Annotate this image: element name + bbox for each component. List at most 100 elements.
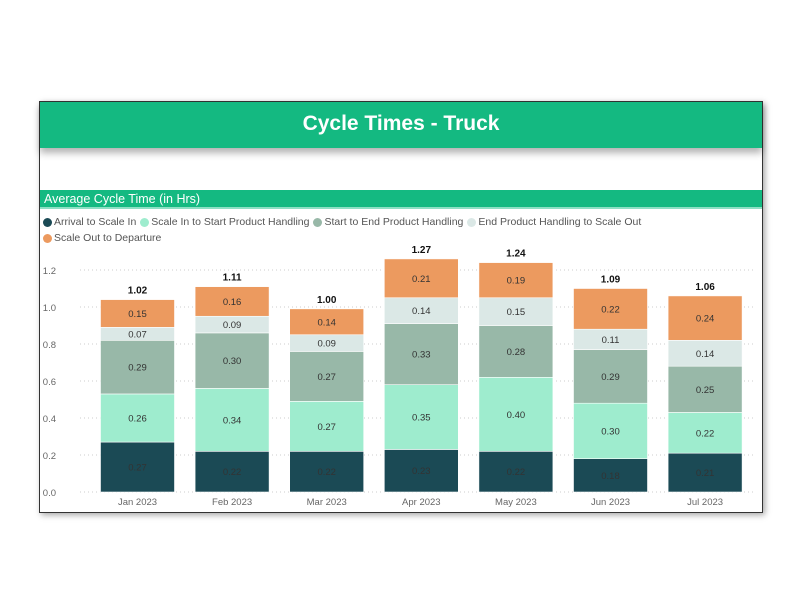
data-label: 0.25 — [696, 385, 715, 396]
data-label: 0.29 — [601, 372, 620, 383]
x-tick-label: Jun 2023 — [591, 497, 630, 508]
data-label: 0.34 — [223, 415, 242, 426]
data-label: 0.21 — [696, 468, 715, 479]
legend-label: End Product Handling to Scale Out — [478, 216, 642, 228]
bar-segment — [667, 412, 743, 454]
legend-item[interactable]: Scale In to Start Product Handling — [140, 216, 309, 228]
bar-segment — [478, 450, 554, 493]
data-label: 0.14 — [412, 306, 431, 317]
data-label: 0.16 — [223, 297, 242, 308]
x-tick-label: Feb 2023 — [212, 497, 252, 508]
bar-segment — [194, 286, 270, 317]
x-tick-label: Apr 2023 — [402, 497, 441, 508]
data-label: 0.30 — [223, 356, 242, 367]
bar-segment — [194, 450, 270, 493]
legend-dot-icon — [43, 233, 52, 243]
y-tick-label: 0.8 — [43, 340, 56, 351]
bar-segment — [383, 323, 459, 385]
bar-segment — [667, 365, 743, 413]
data-label: 0.15 — [507, 307, 526, 318]
x-tick-label: Jul 2023 — [687, 497, 723, 508]
bar-segment — [100, 339, 175, 395]
data-label: 0.22 — [696, 428, 715, 439]
x-tick-label: May 2023 — [495, 497, 537, 508]
data-label: 0.07 — [128, 329, 147, 340]
bar-segment — [478, 376, 554, 452]
y-tick-label: 0.0 — [43, 488, 56, 499]
data-label: 0.15 — [128, 309, 147, 320]
legend-item[interactable]: End Product Handling to Scale Out — [467, 216, 641, 228]
legend-label: Scale In to Start Product Handling — [151, 216, 310, 228]
bar-segment — [478, 325, 554, 378]
data-label: 0.22 — [601, 304, 620, 315]
total-label: 1.27 — [412, 245, 432, 256]
legend-item[interactable]: Scale Out to Departure — [43, 232, 161, 244]
chart-legend: Arrival to Scale In Scale In to Start Pro… — [43, 216, 759, 244]
data-label: 0.09 — [223, 320, 242, 331]
data-label: 0.21 — [412, 274, 431, 285]
bar-segment — [478, 297, 554, 326]
data-label: 0.22 — [507, 467, 526, 478]
bar-segment — [194, 388, 270, 452]
legend-dot-icon — [140, 217, 150, 227]
data-label: 0.30 — [601, 426, 620, 437]
total-label: 1.11 — [223, 273, 242, 284]
y-tick-label: 0.2 — [43, 451, 56, 462]
y-tick-label: 1.2 — [43, 266, 56, 277]
bar-segment — [194, 332, 270, 389]
data-label: 0.14 — [696, 349, 715, 360]
bar-segment — [383, 258, 459, 299]
bar-segment — [100, 393, 175, 443]
data-label: 0.18 — [601, 471, 620, 482]
data-label: 0.22 — [317, 467, 336, 478]
data-label: 0.35 — [412, 413, 431, 424]
data-label: 0.29 — [128, 363, 147, 374]
page-title: Cycle Times - Truck — [40, 102, 762, 148]
data-label: 0.11 — [602, 335, 620, 346]
y-tick-label: 1.0 — [43, 303, 56, 314]
bar-segment — [573, 402, 648, 460]
legend-dot-icon — [313, 217, 323, 227]
data-label: 0.27 — [128, 463, 147, 474]
total-label: 1.00 — [317, 295, 337, 306]
bar-segment — [667, 339, 743, 367]
bar-segment — [667, 295, 743, 341]
legend-dot-icon — [43, 217, 52, 227]
data-label: 0.19 — [507, 276, 526, 287]
data-label: 0.33 — [412, 350, 431, 361]
bar-segment — [289, 351, 365, 402]
legend-dot-icon — [467, 217, 477, 227]
total-label: 1.02 — [128, 286, 148, 297]
chart-title: Average Cycle Time (in Hrs) — [40, 190, 762, 209]
bar-segment — [289, 401, 365, 452]
total-label: 1.24 — [506, 249, 526, 260]
bar-segment — [478, 262, 554, 299]
data-label: 0.27 — [317, 422, 336, 433]
data-label: 0.26 — [128, 414, 147, 425]
data-label: 0.28 — [507, 347, 526, 358]
y-tick-label: 0.4 — [43, 414, 56, 425]
total-label: 1.09 — [601, 275, 621, 286]
x-tick-label: Mar 2023 — [307, 497, 347, 508]
bar-segment — [289, 450, 365, 493]
data-label: 0.40 — [507, 410, 526, 421]
legend-item[interactable]: Arrival to Scale In — [43, 216, 136, 228]
bar-segment — [100, 299, 175, 328]
bar-segment — [383, 384, 459, 450]
data-label: 0.24 — [696, 314, 715, 325]
bar-segment — [667, 452, 743, 493]
data-label: 0.22 — [223, 467, 242, 478]
legend-label: Start to End Product Handling — [324, 216, 464, 228]
legend-item[interactable]: Start to End Product Handling — [313, 216, 463, 228]
bar-segment — [289, 308, 365, 336]
bar-segment — [573, 458, 648, 493]
data-label: 0.09 — [317, 339, 336, 350]
y-tick-label: 0.6 — [43, 377, 56, 388]
legend-label: Scale Out to Departure — [54, 232, 162, 244]
bar-segment — [383, 449, 459, 493]
data-label: 0.23 — [412, 466, 431, 477]
data-label: 0.14 — [317, 317, 336, 328]
bar-segment — [573, 288, 648, 330]
legend-label: Arrival to Scale In — [54, 216, 137, 228]
